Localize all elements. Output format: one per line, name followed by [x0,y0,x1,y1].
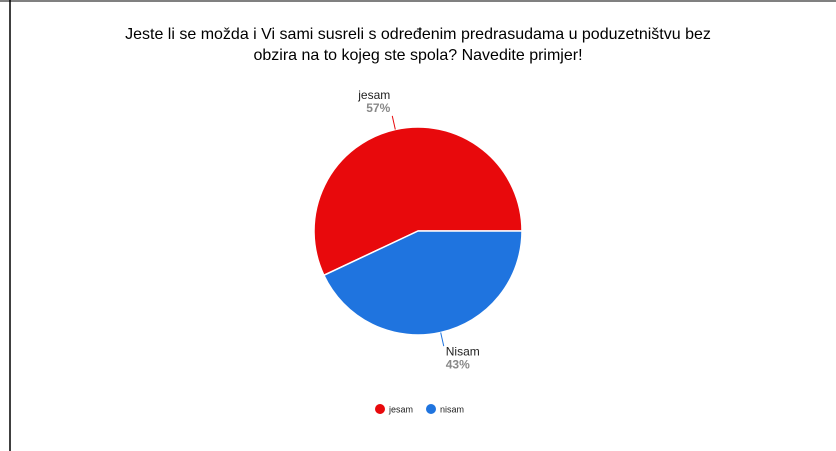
legend-label: nisam [440,404,464,414]
chart-title: obzira na to kojeg ste spola? Navedite p… [253,47,582,64]
legend-swatch [375,404,385,414]
chart-title: Jeste li se možda i Vi sami susreli s od… [125,26,711,43]
legend-swatch [426,404,436,414]
slice-value-label: 57% [366,101,390,115]
slice-value-label: 43% [446,357,470,371]
legend-label: jesam [388,404,413,414]
pie-slice [322,230,523,336]
slice-label: Nisam [446,344,480,358]
leader-line [391,115,396,130]
leader-line [440,332,445,347]
slice-label: jesam [357,88,390,102]
